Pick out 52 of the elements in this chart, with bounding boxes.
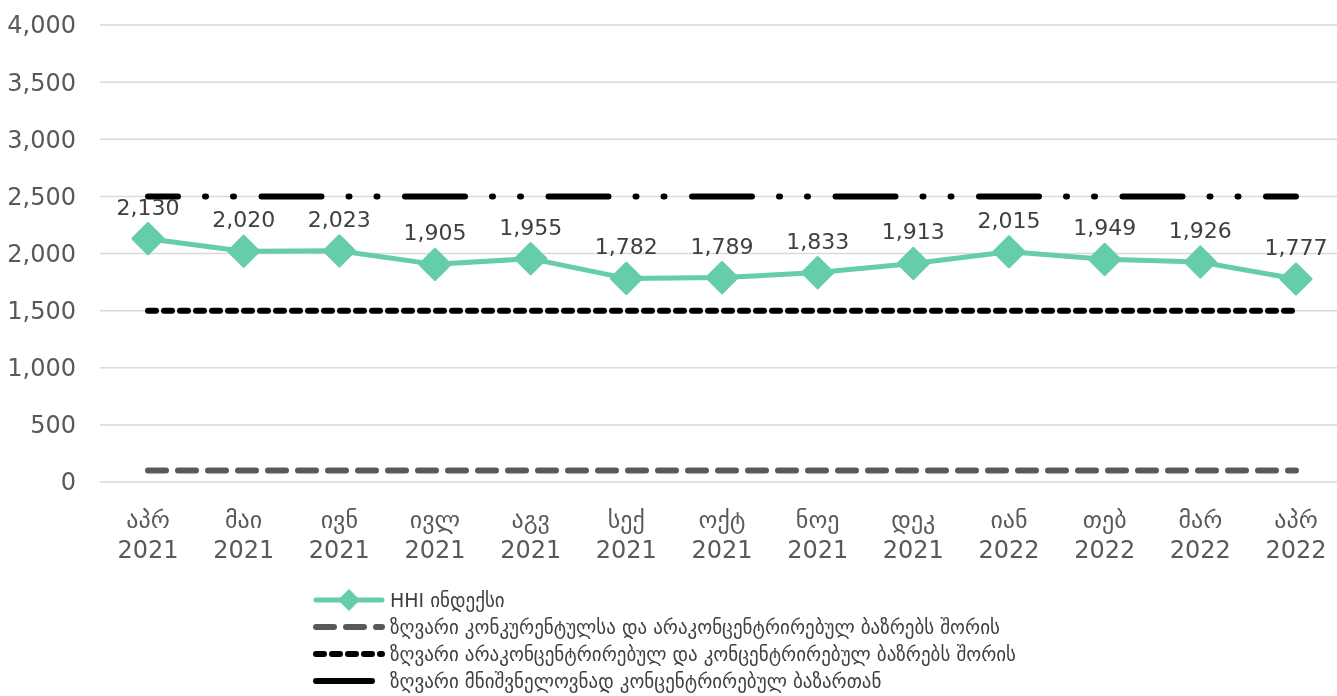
data-label: 1,955 <box>499 214 563 240</box>
data-label: 1,789 <box>690 233 754 259</box>
x-tick-label: ივლ 2021 <box>404 506 466 564</box>
y-tick-label: 3,000 <box>7 125 76 154</box>
data-label: 2,023 <box>307 206 371 232</box>
point <box>1279 262 1313 296</box>
point <box>801 256 835 290</box>
data-label: 1,905 <box>403 220 467 246</box>
data-label: 2,015 <box>977 207 1041 233</box>
legend-label: ზღვარი არაკონცენტრირებულ და კონცენტრირებულ ბაზრებს შორის <box>390 642 1017 666</box>
point <box>227 234 261 268</box>
data-label: 1,833 <box>786 228 850 254</box>
data-label: 1,926 <box>1168 217 1232 243</box>
y-tick-label: 0 <box>60 468 76 497</box>
point <box>992 235 1026 269</box>
x-tick-label: სექ 2021 <box>595 506 657 564</box>
x-tick-label: თებ 2022 <box>1074 506 1136 564</box>
x-tick-label: იან 2022 <box>978 506 1040 564</box>
x-tick-label: აპრ 2022 <box>1265 506 1327 564</box>
data-label: 1,777 <box>1264 234 1328 260</box>
point <box>1088 242 1122 276</box>
x-tick-label: აგვ 2021 <box>500 506 562 564</box>
point <box>322 234 356 268</box>
point <box>131 222 165 256</box>
y-tick-label: 1,000 <box>7 354 76 383</box>
data-label: 1,913 <box>881 219 945 245</box>
x-tick-label: ოქტ 2021 <box>691 506 753 564</box>
legend-label: ზღვარი კონკურენტულსა და არაკონცენტრირებულ ბაზრებს შორის <box>390 615 1000 639</box>
y-tick-label: 1,500 <box>7 297 76 326</box>
y-tick-label: 4,000 <box>7 11 76 40</box>
point <box>514 242 548 276</box>
y-tick-label: 2,000 <box>7 239 76 268</box>
y-tick-label: 3,500 <box>7 68 76 97</box>
x-tick-label: აპრ 2021 <box>117 506 179 564</box>
point <box>418 247 452 281</box>
x-tick-label: დეკ 2021 <box>882 506 944 564</box>
x-tick-label: მარ 2022 <box>1169 506 1231 564</box>
data-label: 1,782 <box>594 234 658 260</box>
point <box>1183 245 1217 279</box>
x-tick-label: ნოე 2021 <box>787 506 849 564</box>
point <box>609 261 643 295</box>
data-label: 2,130 <box>116 194 180 220</box>
data-label: 2,020 <box>212 207 276 233</box>
y-tick-label: 500 <box>30 411 76 440</box>
y-tick-label: 2,500 <box>7 182 76 211</box>
point <box>896 246 930 280</box>
data-label: 1,949 <box>1073 215 1137 241</box>
point <box>705 261 739 295</box>
legend-label: HHI ინდექსი <box>390 588 505 612</box>
x-tick-label: მაი 2021 <box>213 506 275 564</box>
legend-label: ზღვარი მნიშვნელოვნად კონცენტრირებულ ბაზართან <box>390 669 882 693</box>
x-tick-label: ივნ 2021 <box>308 506 370 564</box>
